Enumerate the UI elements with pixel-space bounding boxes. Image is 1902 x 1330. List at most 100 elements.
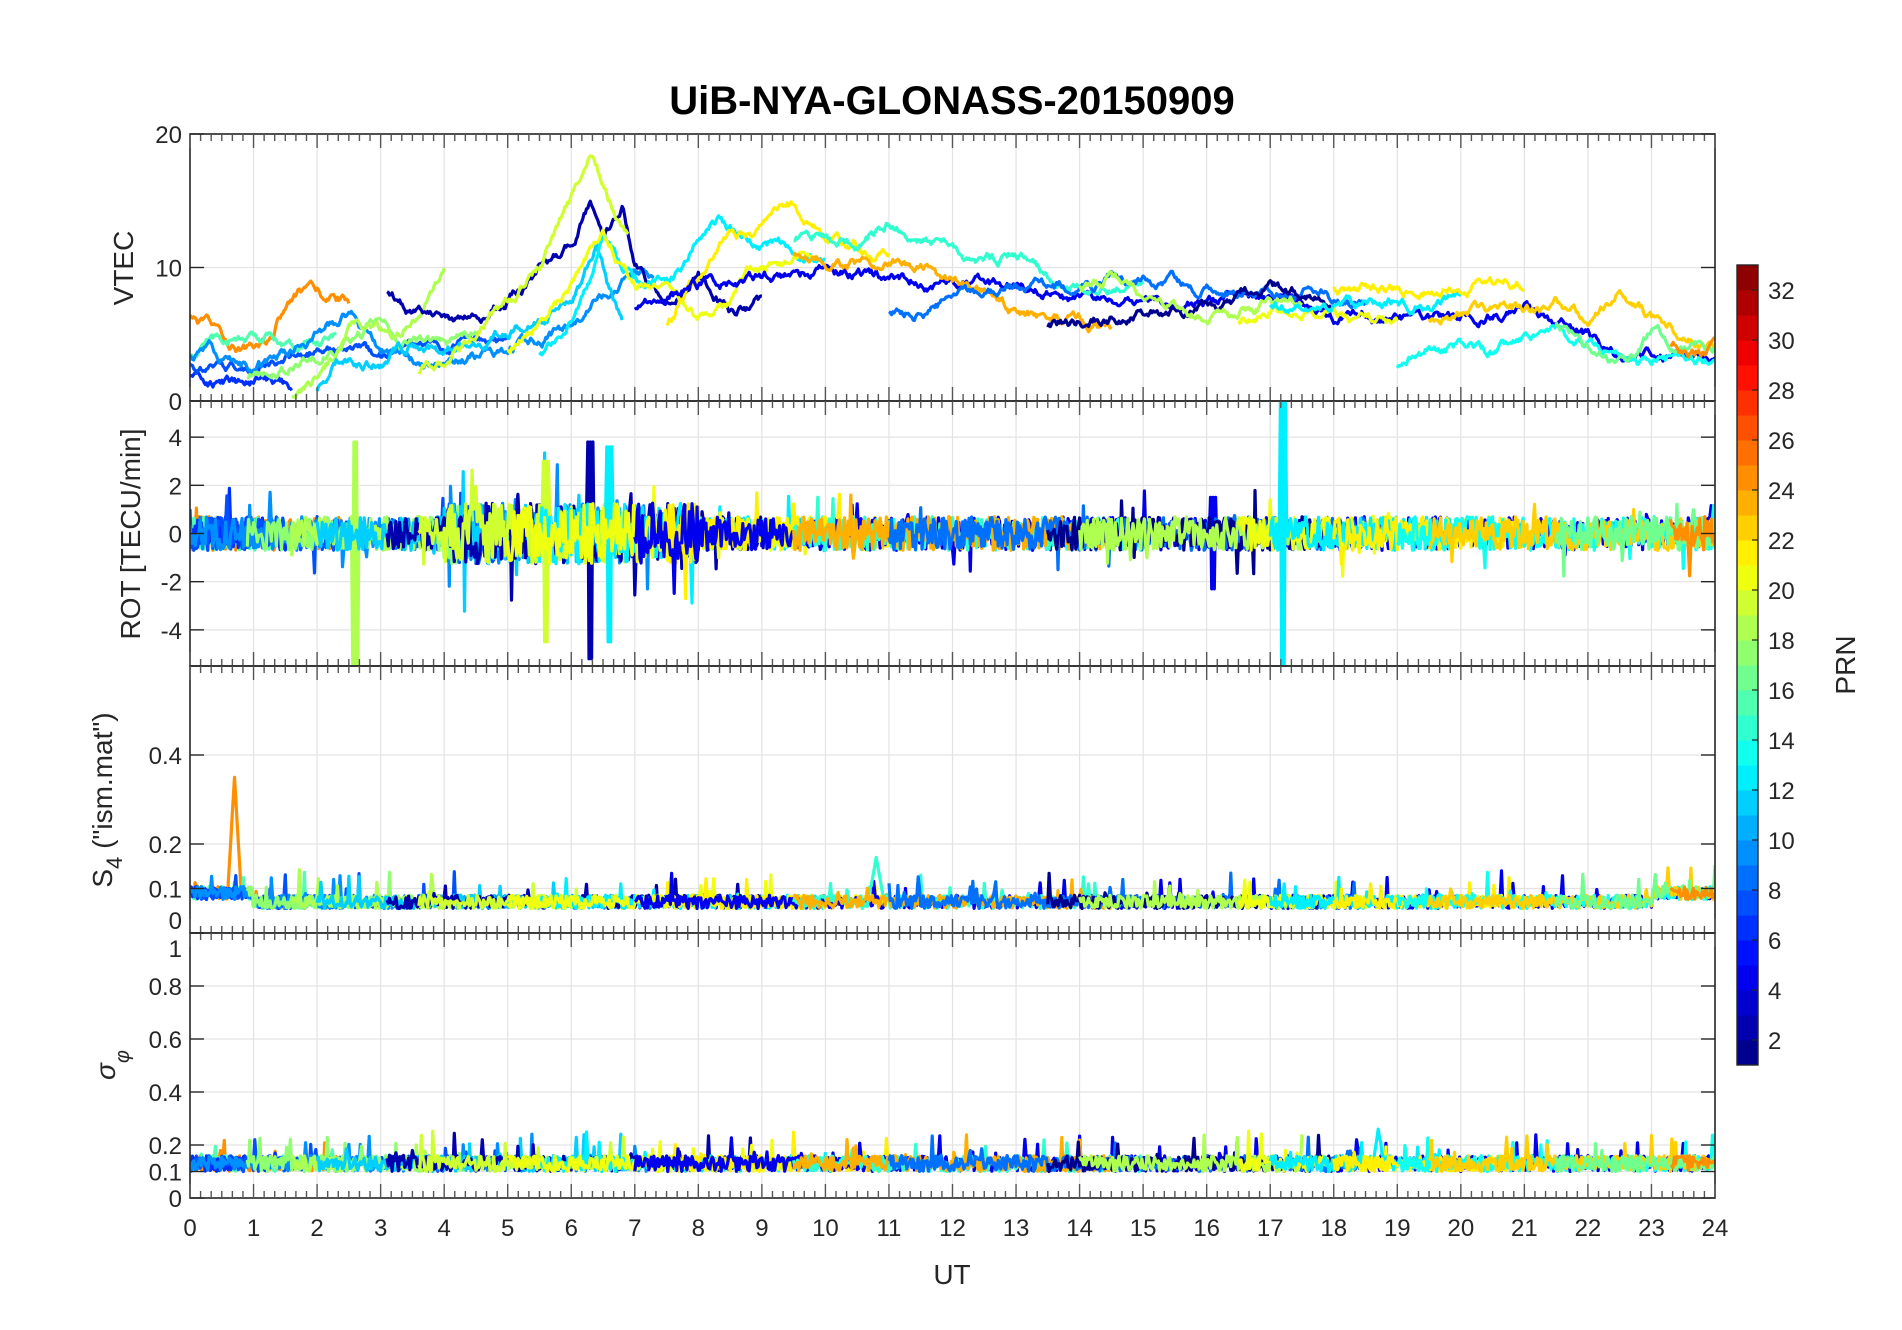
vtec-series-prn-24 — [1669, 336, 1715, 359]
x-tick-label: 15 — [1130, 1215, 1157, 1242]
vtec-series-prn-11 — [315, 242, 624, 392]
vtec-series-prn-18 — [291, 267, 446, 400]
colorbar-bin — [1737, 290, 1758, 316]
x-tick-label: 19 — [1384, 1215, 1411, 1242]
colorbar-bin — [1737, 640, 1758, 666]
s4-series-prn-22 — [1427, 866, 1715, 910]
colorbar-bin — [1737, 940, 1758, 966]
colorbar-bin — [1737, 465, 1758, 491]
vtec-series-prn-12 — [538, 214, 826, 357]
y-tick-label: 10 — [155, 256, 182, 283]
x-tick-label: 2 — [310, 1215, 323, 1242]
ylabel-s4-main: S — [87, 869, 118, 888]
vtec-series-prn-14 — [793, 221, 1145, 296]
rot-series-prn-24 — [1668, 515, 1715, 578]
y-tick-label: 20 — [155, 122, 182, 149]
x-tick-label: 8 — [692, 1215, 705, 1242]
colorbar-bin — [1737, 540, 1758, 566]
ylabel-sigma-main: σ — [90, 1062, 121, 1080]
colorbar-bin — [1737, 365, 1758, 391]
xlabel: UT — [933, 1259, 970, 1290]
colorbar-bin — [1737, 265, 1758, 291]
x-tick-label: 5 — [501, 1215, 514, 1242]
colorbar-bin — [1737, 815, 1758, 841]
ylabel-vtec: VTEC — [108, 231, 139, 306]
x-tick-label: 23 — [1638, 1215, 1665, 1242]
x-tick-label: 6 — [565, 1215, 578, 1242]
colorbar-tick-label: 16 — [1768, 678, 1795, 705]
ylabel-sigma: σφ — [90, 1050, 134, 1080]
y-tick-label: 0.2 — [149, 1133, 182, 1160]
x-tick-label: 4 — [437, 1215, 450, 1242]
x-tick-label: 20 — [1447, 1215, 1474, 1242]
colorbar-tick-label: 26 — [1768, 428, 1795, 455]
x-tick-label: 9 — [755, 1215, 768, 1242]
y-tick-label: 4 — [169, 425, 182, 452]
colorbar-bin — [1737, 315, 1758, 341]
ylabel-sigma-sub: φ — [112, 1050, 134, 1063]
s4-series-prn-24 — [1669, 885, 1715, 901]
colorbar-bin — [1737, 515, 1758, 541]
x-tick-label: 7 — [628, 1215, 641, 1242]
y-tick-label: 0.1 — [149, 877, 182, 904]
colorbar-bin — [1737, 340, 1758, 366]
ylabel-s4: S4 ("ism.mat") — [87, 712, 127, 887]
colorbar-bin — [1737, 965, 1758, 991]
vtec-series-prn-20 — [506, 228, 814, 355]
y-tick-label: 0 — [169, 1186, 182, 1213]
x-tick-label: 3 — [374, 1215, 387, 1242]
x-tick-label: 1 — [247, 1215, 260, 1242]
x-tick-label: 17 — [1257, 1215, 1284, 1242]
vtec-series-prn-17 — [246, 316, 478, 380]
colorbar-tick-label: 20 — [1768, 578, 1795, 605]
colorbar-tick-label: 18 — [1768, 628, 1795, 655]
y-tick-label: 0 — [169, 522, 182, 549]
colorbar-bin — [1737, 690, 1758, 716]
ylabel-s4-suffix: ("ism.mat") — [87, 712, 118, 856]
x-tick-label: 12 — [939, 1215, 966, 1242]
ylabel-rot: ROT [TECU/min] — [115, 428, 146, 639]
colorbar-tick-label: 6 — [1768, 928, 1781, 955]
colorbar-tick-label: 32 — [1768, 278, 1795, 305]
x-tick-label: 22 — [1575, 1215, 1602, 1242]
y-tick-label: 2 — [169, 473, 182, 500]
y-tick-label: 0.4 — [149, 1080, 182, 1107]
sigma-series-prn-24 — [1670, 1154, 1715, 1173]
colorbar-tick-label: 30 — [1768, 328, 1795, 355]
y-tick-label: -2 — [161, 570, 182, 597]
vtec-series-prn-6 — [190, 370, 294, 392]
x-tick-label: 18 — [1320, 1215, 1347, 1242]
vtec-series-prn-16 — [1554, 321, 1715, 365]
y-tick-label: 1 — [169, 936, 182, 963]
vtec-series-prn-21 — [1332, 276, 1525, 301]
colorbar-bin — [1737, 565, 1758, 591]
sigma-series-prn-18 — [1078, 1133, 1304, 1174]
vtec-series-prn-22 — [1427, 289, 1715, 350]
x-tick-label: 11 — [876, 1215, 901, 1242]
panel-sigma: 00.10.2 0.4 0.6 0.8 1 — [149, 932, 1716, 1213]
colorbar-bin — [1737, 390, 1758, 416]
colorbar-tick-label: 14 — [1768, 728, 1795, 755]
x-tick-label: 16 — [1193, 1215, 1220, 1242]
colorbar-tick-label: 8 — [1768, 878, 1781, 905]
colorbar-bin — [1737, 715, 1758, 741]
colorbar-tick-label: 12 — [1768, 778, 1795, 805]
colorbar-bin — [1737, 915, 1758, 941]
colorbar-tick-label: 10 — [1768, 828, 1795, 855]
vtec-series-prn-1 — [1046, 279, 1335, 329]
colorbar-bin — [1737, 415, 1758, 441]
colorbar-bin — [1737, 890, 1758, 916]
colorbar-tick-label: 4 — [1768, 978, 1781, 1005]
y-tick-label: 0.2 — [149, 832, 182, 859]
vtec-series-prn-21 — [665, 200, 891, 326]
rot-series-prn-22 — [1427, 502, 1715, 564]
chart-title: UiB-NYA-GLONASS-20150909 — [669, 79, 1234, 123]
colorbar-bin — [1737, 740, 1758, 766]
panel-rot: -4 -2 0 2 4 — [161, 400, 1716, 667]
colorbar-bin — [1737, 1015, 1758, 1041]
colorbar-bin — [1737, 490, 1758, 516]
x-tick-label: 14 — [1066, 1215, 1093, 1242]
y-tick-label: 0.4 — [149, 743, 182, 770]
y-tick-label: -4 — [161, 618, 182, 645]
